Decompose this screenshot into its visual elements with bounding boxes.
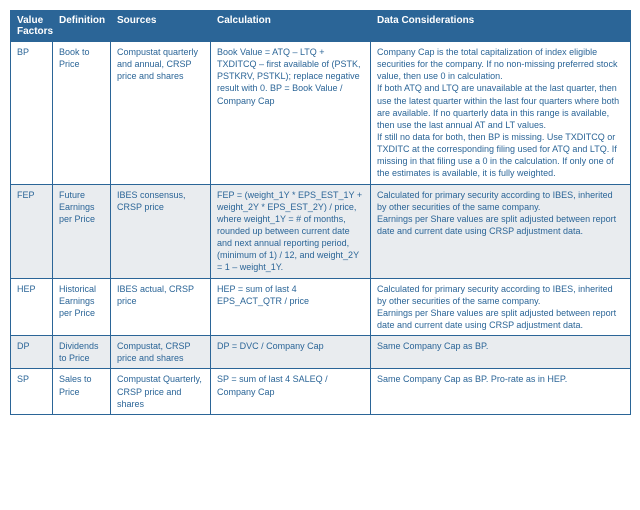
col-header-calculation: Calculation: [211, 11, 371, 42]
table-cell: FEP = (weight_1Y * EPS_EST_1Y + weight_2…: [211, 184, 371, 278]
table-cell: HEP = sum of last 4 EPS_ACT_QTR / price: [211, 278, 371, 336]
col-header-data-considerations: Data Considerations: [371, 11, 631, 42]
col-header-value-factors: Value Factors: [11, 11, 53, 42]
table-row: FEPFuture Earnings per PriceIBES consens…: [11, 184, 631, 278]
table-cell: DP: [11, 336, 53, 369]
table-cell: Calculated for primary security accordin…: [371, 184, 631, 278]
table-cell: IBES consensus, CRSP price: [111, 184, 211, 278]
table-cell: Historical Earnings per Price: [53, 278, 111, 336]
col-header-sources: Sources: [111, 11, 211, 42]
table-row: DPDividends to PriceCompustat, CRSP pric…: [11, 336, 631, 369]
col-header-definition: Definition: [53, 11, 111, 42]
table-cell: FEP: [11, 184, 53, 278]
table-cell: Compustat Quarterly, CRSP price and shar…: [111, 369, 211, 414]
table-cell: Sales to Price: [53, 369, 111, 414]
table-cell: Company Cap is the total capitalization …: [371, 42, 631, 185]
table-cell: Book to Price: [53, 42, 111, 185]
table-cell: SP = sum of last 4 SALEQ / Company Cap: [211, 369, 371, 414]
table-cell: Same Company Cap as BP. Pro-rate as in H…: [371, 369, 631, 414]
table-cell: BP: [11, 42, 53, 185]
table-cell: IBES actual, CRSP price: [111, 278, 211, 336]
table-cell: Calculated for primary security accordin…: [371, 278, 631, 336]
table-cell: HEP: [11, 278, 53, 336]
table-cell: Book Value = ATQ – LTQ + TXDITCQ – first…: [211, 42, 371, 185]
value-factors-table: Value Factors Definition Sources Calcula…: [10, 10, 631, 415]
table-cell: SP: [11, 369, 53, 414]
table-body: BPBook to PriceCompustat quarterly and a…: [11, 42, 631, 415]
table-cell: Future Earnings per Price: [53, 184, 111, 278]
table-cell: Same Company Cap as BP.: [371, 336, 631, 369]
table-cell: Compustat quarterly and annual, CRSP pri…: [111, 42, 211, 185]
table-row: SPSales to PriceCompustat Quarterly, CRS…: [11, 369, 631, 414]
table-cell: Compustat, CRSP price and shares: [111, 336, 211, 369]
table-row: HEPHistorical Earnings per PriceIBES act…: [11, 278, 631, 336]
table-header-row: Value Factors Definition Sources Calcula…: [11, 11, 631, 42]
table-row: BPBook to PriceCompustat quarterly and a…: [11, 42, 631, 185]
table-cell: DP = DVC / Company Cap: [211, 336, 371, 369]
table-cell: Dividends to Price: [53, 336, 111, 369]
